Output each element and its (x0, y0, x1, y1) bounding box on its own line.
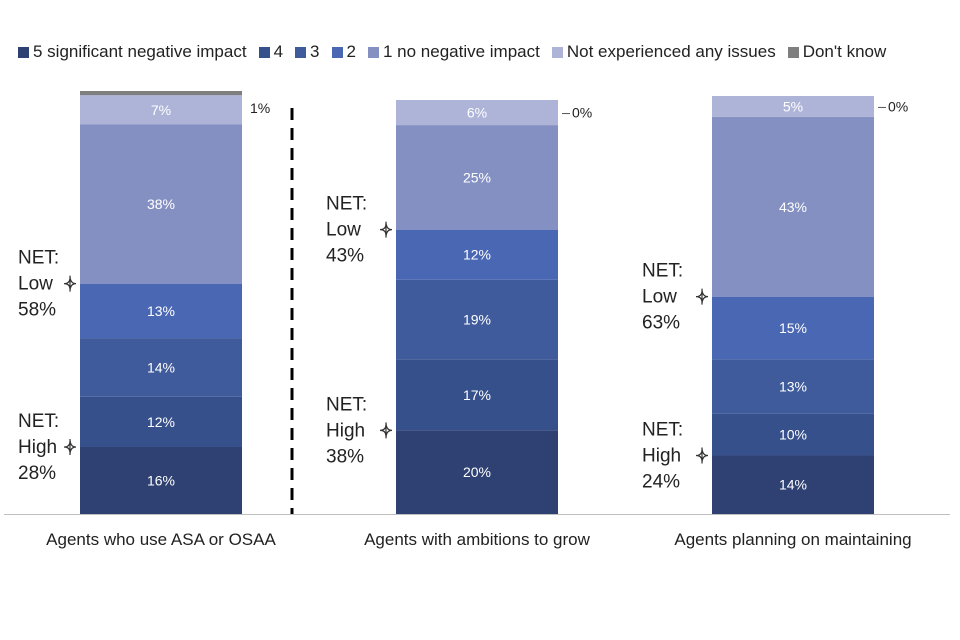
bar-segment (712, 455, 874, 514)
data-label: 14% (147, 359, 175, 375)
bar-segment (396, 359, 558, 431)
bar-segment (396, 125, 558, 230)
bar-segment (396, 430, 558, 514)
data-label: 15% (779, 320, 807, 336)
bar-segment (80, 283, 242, 339)
data-label: 14% (779, 477, 807, 493)
bar-segment (396, 229, 558, 280)
legend-label: 2 (346, 42, 356, 61)
legend-item: 1 no negative impact (367, 42, 540, 62)
bar-segment (80, 124, 242, 284)
legend-swatch (551, 46, 563, 58)
data-label: 13% (147, 303, 175, 319)
net-brace (379, 221, 393, 238)
legend-label: 3 (310, 42, 320, 61)
legend-swatch (367, 46, 379, 58)
net-brace (695, 288, 709, 305)
bar-segment (80, 91, 242, 96)
data-label: 10% (779, 427, 807, 443)
legend: 5 significant negative impact 4 3 2 1 no neg… (18, 42, 886, 62)
data-label: 19% (463, 312, 491, 328)
category-label: Agents planning on maintaining (674, 530, 911, 549)
net-brace (379, 422, 393, 439)
net-brace (63, 275, 77, 292)
bar-segment (712, 413, 874, 456)
net-label: NET: High 28% (18, 411, 59, 484)
net-label: NET: High 24% (642, 420, 683, 493)
legend-swatch (787, 46, 799, 58)
bar-segment (80, 338, 242, 397)
dont-know-label: 0% (572, 105, 592, 121)
legend-label: 1 no negative impact (382, 42, 540, 61)
legend-swatch (295, 46, 307, 58)
net-label: NET: Low 63% (642, 261, 683, 334)
data-label: 25% (463, 169, 491, 185)
data-label: 6% (467, 105, 487, 121)
bar-segment (712, 96, 874, 117)
data-label: 12% (147, 414, 175, 430)
legend-label: 5 significant negative impact (33, 42, 247, 61)
legend-item: 2 (331, 42, 356, 62)
legend-item: Don't know (787, 42, 887, 62)
bar-segment (712, 296, 874, 360)
data-label: 5% (783, 98, 803, 114)
bar-segment (80, 396, 242, 447)
legend-item: 4 (258, 42, 284, 62)
legend-item: 3 (295, 42, 320, 62)
category-label: Agents who use ASA or OSAA (46, 530, 276, 549)
bar-segment (712, 116, 874, 297)
net-brace (63, 438, 77, 456)
dont-know-label: 0% (888, 98, 908, 114)
bar-segment (396, 279, 558, 360)
bar-segment (712, 359, 874, 414)
legend-item: Not experienced any issues (551, 42, 776, 62)
bar-segment (80, 446, 242, 514)
net-label: NET: Low 58% (18, 248, 59, 321)
net-label: NET: Low 43% (326, 194, 367, 267)
bar-segment (396, 100, 558, 126)
legend-label: 4 (273, 42, 284, 61)
net-label: NET: High 38% (326, 394, 367, 467)
legend-swatch (331, 46, 343, 58)
bar-segment (80, 95, 242, 125)
legend-label: Don't know (802, 42, 887, 61)
data-label: 7% (151, 102, 171, 118)
legend-label: Not experienced any issues (566, 42, 776, 61)
net-brace (695, 447, 709, 464)
category-label: Agents with ambitions to grow (364, 530, 591, 549)
data-label: 20% (463, 464, 491, 480)
data-label: 43% (779, 199, 807, 215)
legend-item: 5 significant negative impact (18, 42, 247, 62)
dont-know-label: 1% (250, 100, 270, 116)
legend-swatch (18, 46, 29, 58)
data-label: 38% (147, 196, 175, 212)
data-label: 16% (147, 473, 175, 489)
legend-swatch (258, 46, 270, 58)
data-label: 12% (463, 247, 491, 263)
data-label: 17% (463, 387, 491, 403)
data-label: 13% (779, 379, 807, 395)
